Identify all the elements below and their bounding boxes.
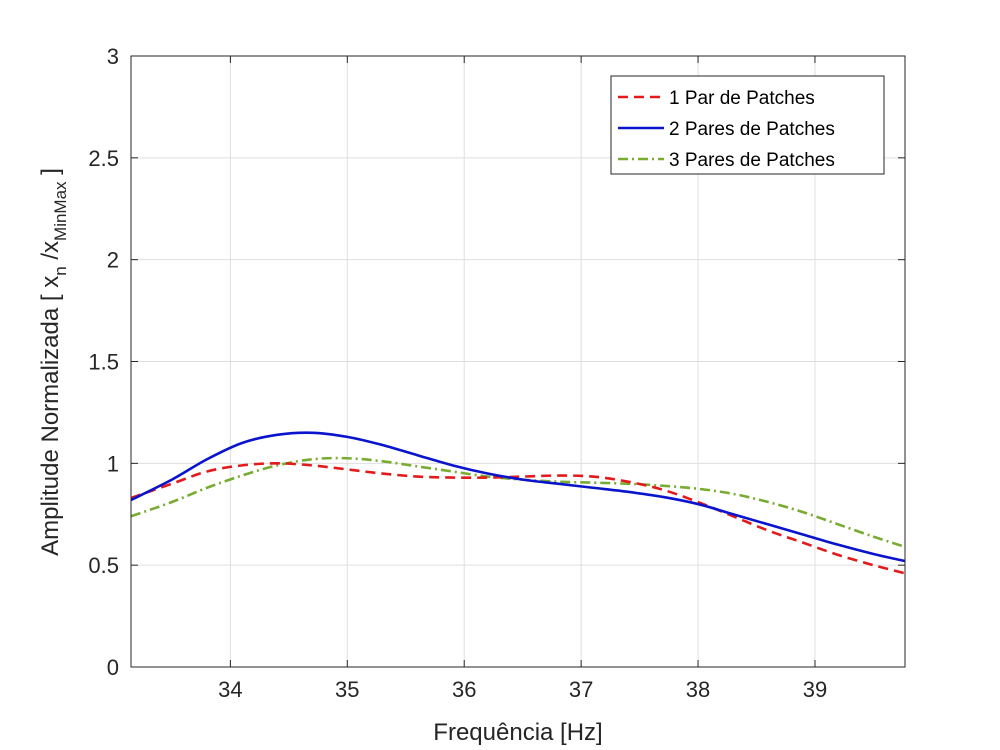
y-tick-label: 0.5 — [88, 553, 119, 578]
legend-label-1: 1 Par de Patches — [669, 88, 815, 109]
series-line-1 — [130, 462, 906, 575]
legend-label-2: 2 Pares de Patches — [669, 119, 835, 140]
legend-label-3: 3 Pares de Patches — [669, 150, 835, 171]
y-tick-label: 1 — [107, 451, 119, 476]
legend-box — [610, 75, 885, 175]
y-axis-label-mid: /x — [37, 241, 64, 266]
x-axis-label: Frequência [Hz] — [433, 719, 602, 746]
y-tick-label: 2 — [107, 248, 119, 273]
tick-labels: 34 35 36 37 38 39 0 0.5 1 1.5 2 2.5 3 — [88, 44, 827, 702]
series-line-2 — [130, 431, 906, 563]
x-tick-label: 34 — [218, 677, 242, 702]
y-axis-label-suffix: ] — [37, 168, 64, 181]
legend: 1 Par de Patches 2 Pares de Patches 3 Pare… — [610, 75, 885, 175]
y-axis-label-sub-n: n — [51, 266, 70, 275]
y-axis-label: Amplitude Normalizada [ xn /xMinMax ] — [37, 168, 70, 556]
ticks — [131, 55, 905, 668]
y-axis-label-prefix: Amplitude Normalizada [ x — [37, 276, 64, 556]
x-tick-label: 35 — [335, 677, 359, 702]
x-tick-label: 38 — [686, 677, 710, 702]
x-tick-label: 36 — [452, 677, 476, 702]
y-axis-label-sub-minmax: MinMax — [51, 181, 70, 241]
y-tick-label: 2.5 — [88, 146, 119, 171]
x-tick-label: 37 — [569, 677, 593, 702]
series-layer — [130, 431, 906, 575]
y-tick-label: 0 — [107, 655, 119, 680]
y-tick-label: 1.5 — [88, 350, 119, 375]
y-tick-label: 3 — [107, 44, 119, 69]
x-tick-label: 39 — [803, 677, 827, 702]
